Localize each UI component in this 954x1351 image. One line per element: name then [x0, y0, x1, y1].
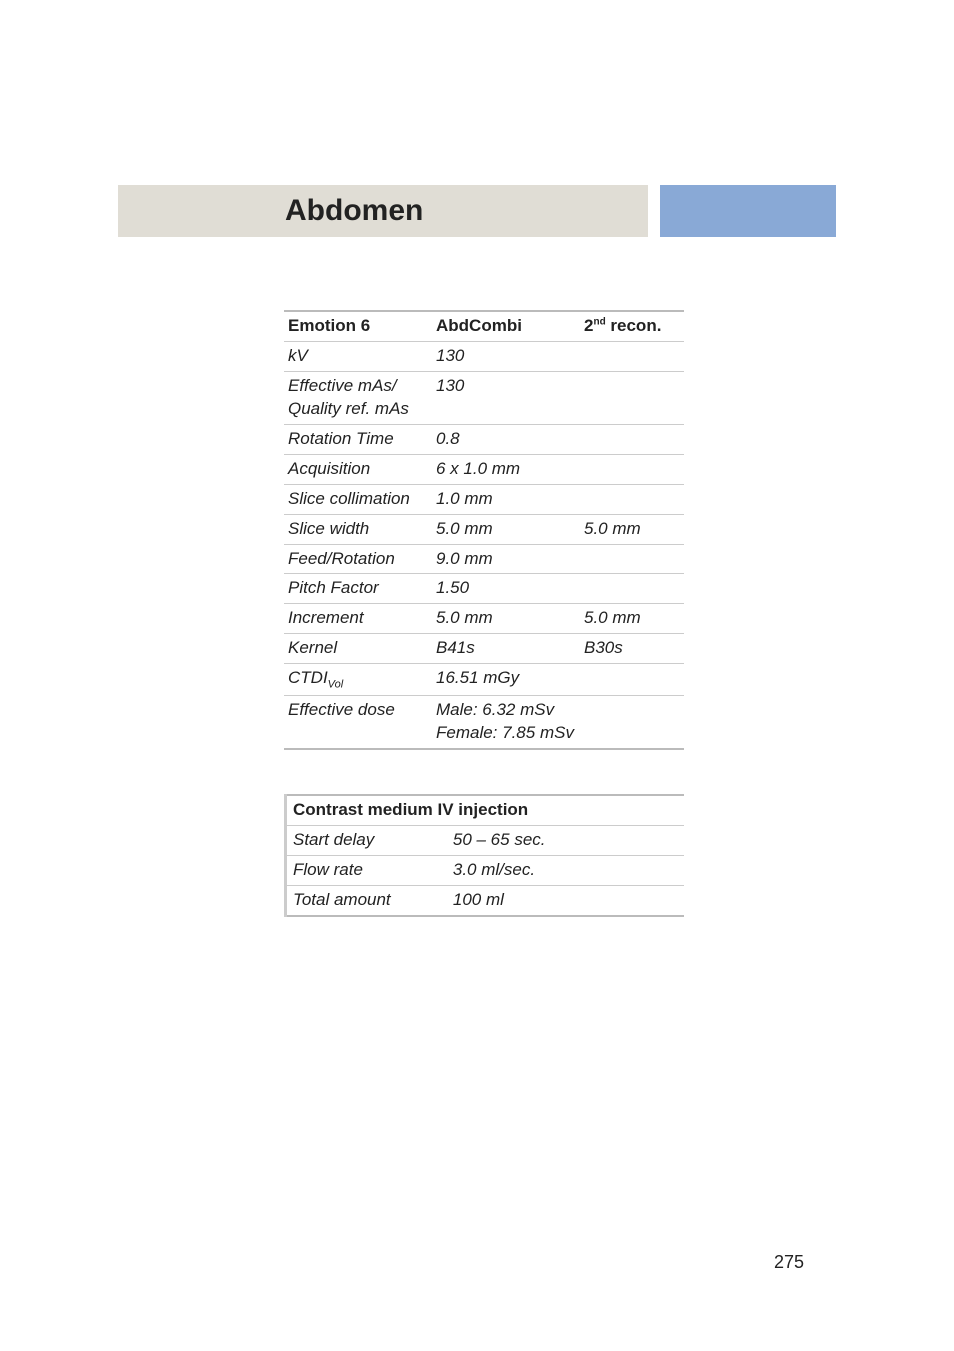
param-label-line1: Effective mAs/ — [288, 376, 397, 395]
param-recon — [580, 341, 684, 371]
table-row: Effective dose Male: 6.32 mSv Female: 7.… — [284, 696, 684, 749]
header-recon-sup: nd — [593, 316, 605, 327]
page-number: 275 — [774, 1252, 804, 1273]
contrast-header: Contrast medium IV injection — [286, 795, 685, 825]
table-row: Pitch Factor 1.50 — [284, 574, 684, 604]
table-row: Increment 5.0 mm 5.0 mm — [284, 604, 684, 634]
param-recon — [580, 574, 684, 604]
ctdi-sub: Vol — [328, 679, 344, 691]
param-label-line2: Quality ref. mAs — [288, 399, 409, 418]
section-title-grey-block: Abdomen — [118, 185, 648, 237]
contrast-label: Start delay — [286, 826, 449, 856]
param-value: 1.0 mm — [432, 484, 580, 514]
param-label: Pitch Factor — [284, 574, 432, 604]
table-row: CTDIVol 16.51 mGy — [284, 664, 684, 696]
param-recon: 5.0 mm — [580, 514, 684, 544]
param-label: Effective dose — [284, 696, 432, 749]
param-value: 16.51 mGy — [432, 664, 580, 696]
param-recon — [580, 424, 684, 454]
param-value: 5.0 mm — [432, 604, 580, 634]
contrast-label: Total amount — [286, 886, 449, 916]
param-label: Feed/Rotation — [284, 544, 432, 574]
document-page: Abdomen Emotion 6 AbdCombi 2nd recon. kV… — [0, 0, 954, 1351]
header-col-recon: 2nd recon. — [580, 311, 684, 341]
table-row: kV 130 — [284, 341, 684, 371]
param-recon — [580, 454, 684, 484]
table-row: Start delay 50 – 65 sec. — [286, 826, 685, 856]
param-recon — [580, 484, 684, 514]
param-value: 1.50 — [432, 574, 580, 604]
param-value: B41s — [432, 634, 580, 664]
table-row: Feed/Rotation 9.0 mm — [284, 544, 684, 574]
ctdi-prefix: CTDI — [288, 668, 328, 687]
table-row: Kernel B41s B30s — [284, 634, 684, 664]
section-title-blue-block — [660, 185, 836, 237]
section-title-bar: Abdomen — [0, 185, 954, 237]
param-recon — [580, 371, 684, 424]
table-row: Flow rate 3.0 ml/sec. — [286, 856, 685, 886]
header-col-emotion: Emotion 6 — [284, 311, 432, 341]
param-value: 130 — [432, 371, 580, 424]
param-label: Effective mAs/ Quality ref. mAs — [284, 371, 432, 424]
header-recon-suffix: recon. — [606, 316, 662, 335]
contrast-value: 50 – 65 sec. — [449, 826, 684, 856]
dose-male: Male: 6.32 mSv — [436, 700, 554, 719]
param-label: Slice width — [284, 514, 432, 544]
table-header-row: Emotion 6 AbdCombi 2nd recon. — [284, 311, 684, 341]
table-row: Acquisition 6 x 1.0 mm — [284, 454, 684, 484]
param-label: Increment — [284, 604, 432, 634]
table-row: Total amount 100 ml — [286, 886, 685, 916]
page-content: Emotion 6 AbdCombi 2nd recon. kV 130 Eff… — [284, 310, 684, 917]
contrast-table: Contrast medium IV injection Start delay… — [284, 794, 684, 917]
param-label: Acquisition — [284, 454, 432, 484]
param-value: 6 x 1.0 mm — [432, 454, 580, 484]
param-label: kV — [284, 341, 432, 371]
contrast-label: Flow rate — [286, 856, 449, 886]
param-recon — [580, 664, 684, 696]
contrast-value: 100 ml — [449, 886, 684, 916]
param-value: Male: 6.32 mSv Female: 7.85 mSv — [432, 696, 684, 749]
section-title: Abdomen — [285, 194, 423, 228]
header-col-abdcombi: AbdCombi — [432, 311, 580, 341]
param-recon: 5.0 mm — [580, 604, 684, 634]
param-recon: B30s — [580, 634, 684, 664]
param-label: Slice collimation — [284, 484, 432, 514]
param-recon — [580, 544, 684, 574]
parameters-table: Emotion 6 AbdCombi 2nd recon. kV 130 Eff… — [284, 310, 684, 750]
contrast-header-row: Contrast medium IV injection — [286, 795, 685, 825]
table-row: Slice collimation 1.0 mm — [284, 484, 684, 514]
param-label: Rotation Time — [284, 424, 432, 454]
table-row: Effective mAs/ Quality ref. mAs 130 — [284, 371, 684, 424]
param-label: Kernel — [284, 634, 432, 664]
param-value: 130 — [432, 341, 580, 371]
table-row: Rotation Time 0.8 — [284, 424, 684, 454]
param-value: 9.0 mm — [432, 544, 580, 574]
contrast-value: 3.0 ml/sec. — [449, 856, 684, 886]
table-row: Slice width 5.0 mm 5.0 mm — [284, 514, 684, 544]
dose-female: Female: 7.85 mSv — [436, 723, 574, 742]
param-label: CTDIVol — [284, 664, 432, 696]
param-value: 0.8 — [432, 424, 580, 454]
param-value: 5.0 mm — [432, 514, 580, 544]
